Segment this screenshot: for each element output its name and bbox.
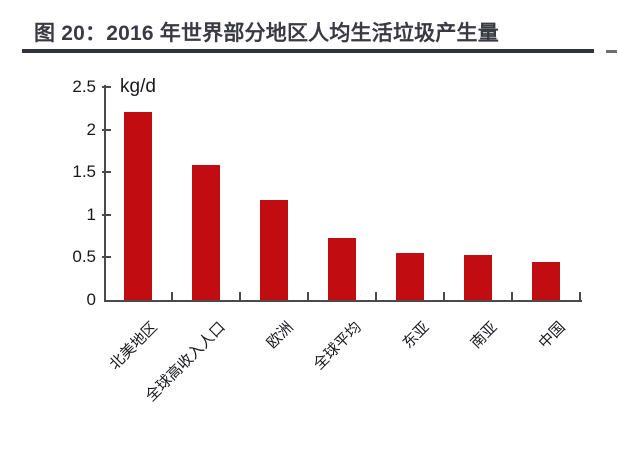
y-axis-tick-label: 2.5 — [72, 77, 96, 96]
x-axis-category-label: 南亚 — [467, 318, 501, 352]
bar — [192, 164, 220, 300]
x-axis-line — [104, 300, 582, 302]
x-axis-category-label: 中国 — [535, 318, 569, 352]
y-axis-tick-label: 1.5 — [72, 162, 96, 182]
x-axis-tick — [579, 292, 581, 300]
y-axis-tick — [102, 171, 111, 174]
y-axis-tick-label: 2 — [86, 119, 96, 139]
y-axis-line — [104, 85, 106, 302]
y-axis-tick — [102, 256, 111, 259]
y-axis-tick-label: 0.5 — [72, 247, 96, 267]
bar — [124, 111, 152, 300]
y-axis-tick-label: 1 — [86, 204, 96, 224]
y-axis-unit-label: kg/d — [120, 76, 156, 97]
x-axis-tick — [375, 292, 377, 300]
y-axis-tick — [102, 213, 111, 216]
title-underline-dash — [606, 50, 617, 53]
bar — [328, 237, 356, 300]
x-axis-category-label: 东亚 — [399, 318, 433, 352]
title-underline — [22, 49, 594, 53]
bar — [396, 253, 424, 300]
x-axis-tick — [511, 292, 513, 300]
x-axis-category-label: 全球平均 — [310, 318, 365, 374]
bar — [464, 254, 492, 300]
x-axis-category-label: 欧洲 — [263, 318, 297, 352]
y-axis-tick-label: 0 — [86, 290, 96, 309]
x-axis-tick — [171, 292, 173, 300]
x-axis-tick — [443, 292, 445, 300]
figure-title: 图 20：2016 年世界部分地区人均生活垃圾产生量 — [34, 22, 499, 45]
y-axis-tick — [102, 86, 111, 88]
x-axis-tick — [307, 292, 309, 300]
bar — [260, 200, 288, 300]
x-axis-tick — [239, 292, 241, 300]
x-axis-category-label: 北美地区 — [106, 318, 161, 374]
bar — [532, 261, 560, 300]
y-axis-tick — [102, 128, 111, 131]
